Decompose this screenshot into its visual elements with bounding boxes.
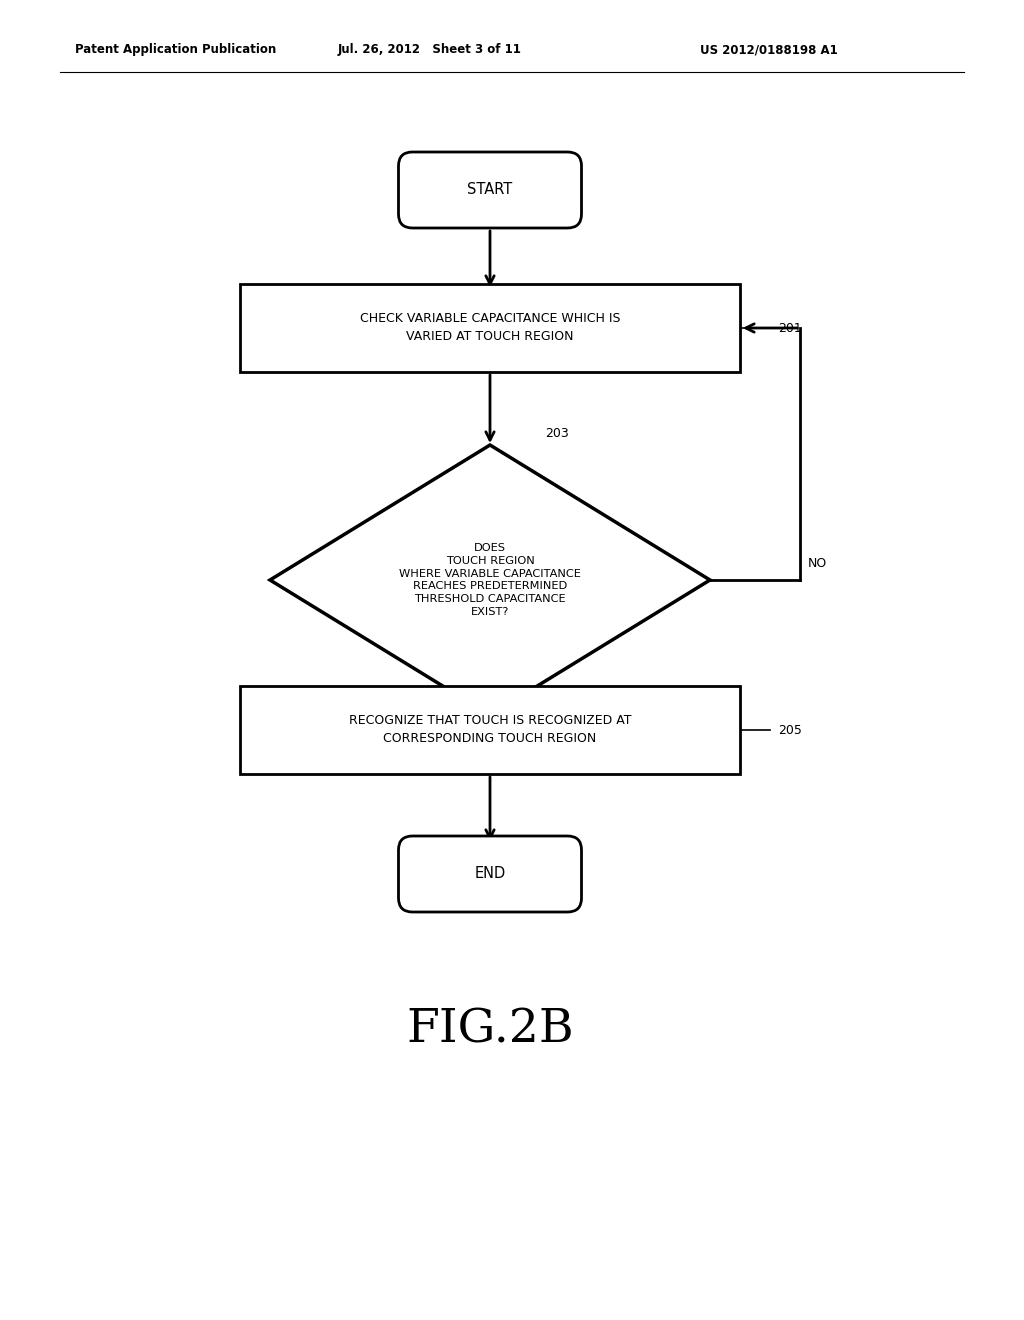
Text: 201: 201 — [778, 322, 802, 334]
Text: DOES
TOUCH REGION
WHERE VARIABLE CAPACITANCE
REACHES PREDETERMINED
THRESHOLD CAP: DOES TOUCH REGION WHERE VARIABLE CAPACIT… — [399, 543, 581, 616]
Text: NO: NO — [808, 557, 827, 570]
Text: US 2012/0188198 A1: US 2012/0188198 A1 — [700, 44, 838, 57]
Text: 205: 205 — [778, 723, 802, 737]
Text: RECOGNIZE THAT TOUCH IS RECOGNIZED AT
CORRESPONDING TOUCH REGION: RECOGNIZE THAT TOUCH IS RECOGNIZED AT CO… — [349, 714, 631, 746]
Text: END: END — [474, 866, 506, 882]
Text: Patent Application Publication: Patent Application Publication — [75, 44, 276, 57]
Text: Jul. 26, 2012   Sheet 3 of 11: Jul. 26, 2012 Sheet 3 of 11 — [338, 44, 522, 57]
FancyBboxPatch shape — [398, 152, 582, 228]
FancyBboxPatch shape — [398, 836, 582, 912]
Bar — [240, 686, 740, 774]
Text: 203: 203 — [545, 426, 568, 440]
Text: START: START — [467, 182, 513, 198]
Text: YES: YES — [508, 730, 531, 743]
Polygon shape — [270, 445, 710, 715]
Bar — [240, 284, 740, 372]
Text: CHECK VARIABLE CAPACITANCE WHICH IS
VARIED AT TOUCH REGION: CHECK VARIABLE CAPACITANCE WHICH IS VARI… — [359, 313, 621, 343]
Text: FIG.2B: FIG.2B — [407, 1007, 573, 1052]
